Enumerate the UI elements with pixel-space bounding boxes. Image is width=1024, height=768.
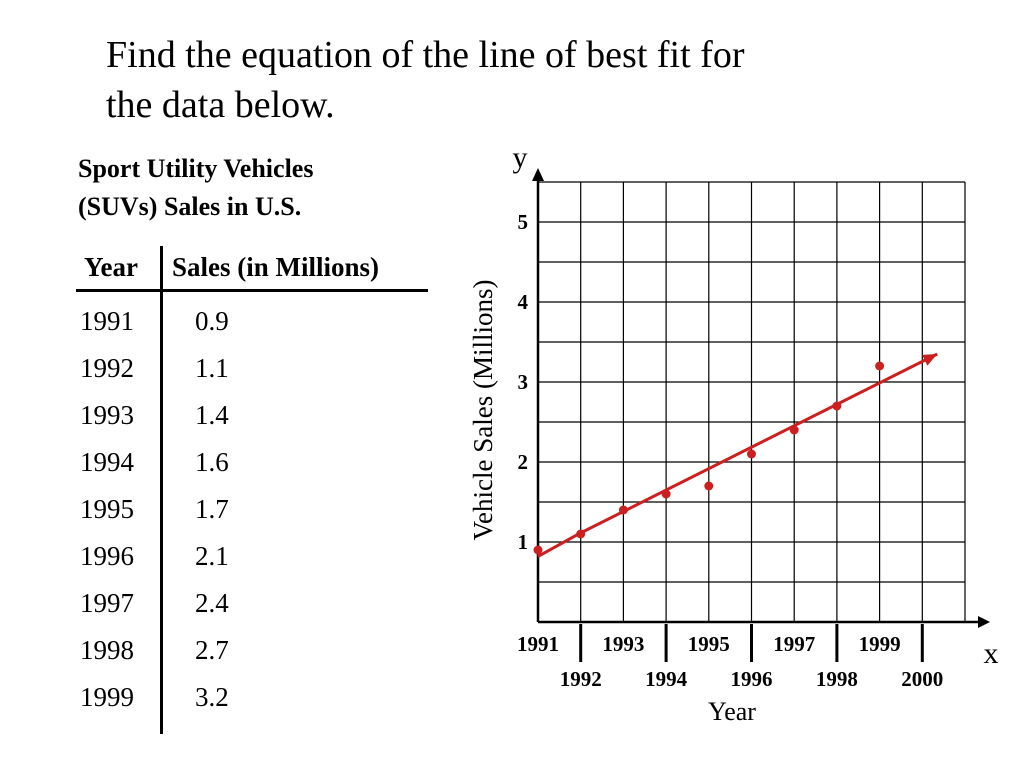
x-tick-label: 1991 [517, 632, 559, 656]
table-title: Sport Utility Vehicles (SUVs) Sales in U… [78, 150, 438, 226]
y-tick-label: 3 [518, 370, 529, 394]
problem-line-2: the data below. [106, 84, 335, 126]
data-point [747, 449, 756, 459]
data-point [789, 425, 799, 435]
x-axis-title: Year [708, 697, 756, 726]
table-header-sales: Sales (in Millions) [172, 252, 380, 282]
table-cell-year: 1992 [80, 353, 134, 383]
table-cell-sales: 0.9 [195, 306, 229, 336]
x-tick-label: 1998 [816, 667, 858, 691]
x-tick-label: 1996 [731, 667, 773, 691]
best-fit-arrow-icon [922, 354, 938, 366]
table-row: 1996 2.1 [80, 541, 280, 581]
y-tick-label: 2 [518, 450, 529, 474]
x-tick-label: 1999 [859, 632, 901, 656]
table-cell-year: 1995 [80, 494, 134, 524]
y-axis-arrow-icon [532, 168, 544, 181]
table-title-line-1: Sport Utility Vehicles [78, 154, 314, 183]
table-cell-year: 1996 [80, 541, 134, 571]
table-row: 1995 1.7 [80, 494, 280, 534]
x-tick-label: 1995 [688, 632, 730, 656]
table-cell-year: 1997 [80, 588, 134, 618]
table-cell-sales: 1.4 [195, 400, 229, 430]
best-fit-line [537, 352, 938, 558]
x-tick-label: 1993 [602, 632, 644, 656]
data-point [533, 545, 543, 555]
table-row: 1991 0.9 [80, 306, 280, 346]
data-point [875, 361, 885, 371]
table-cell-sales: 1.1 [195, 353, 229, 383]
table-row: 1997 2.4 [80, 588, 280, 628]
table-cell-year: 1998 [80, 635, 134, 665]
table-cell-sales: 1.6 [195, 447, 229, 477]
y-tick-label: 5 [518, 210, 529, 234]
table-header-year: Year [84, 252, 138, 282]
table-row: 1993 1.4 [80, 400, 280, 440]
data-point [661, 489, 671, 499]
data-point [832, 401, 842, 411]
table-title-line-2: (SUVs) Sales in U.S. [78, 192, 302, 221]
x-axis-letter: x [984, 637, 999, 670]
table-cell-year: 1993 [80, 400, 134, 430]
table-cell-year: 1994 [80, 447, 134, 477]
table-cell-sales: 2.7 [195, 635, 229, 665]
x-tick-label: 1992 [560, 667, 602, 691]
problem-statement: Find the equation of the line of best fi… [106, 30, 926, 130]
y-tick-label: 1 [518, 530, 529, 554]
x-tick-label: 1994 [645, 667, 688, 691]
table-cell-sales: 1.7 [195, 494, 229, 524]
data-point [704, 481, 714, 491]
table-cell-year: 1991 [80, 306, 134, 336]
x-tick-label: 2000 [901, 667, 943, 691]
y-tick-label: 4 [518, 290, 529, 314]
problem-line-1: Find the equation of the line of best fi… [106, 34, 745, 76]
data-point [576, 529, 586, 539]
table-cell-sales: 3.2 [195, 682, 229, 712]
table-cell-sales: 2.4 [195, 588, 229, 618]
table-row: 1992 1.1 [80, 353, 280, 393]
data-point [618, 505, 628, 515]
y-axis-letter: y [513, 141, 528, 174]
table-cell-sales: 2.1 [195, 541, 229, 571]
table-header-rule [76, 289, 428, 292]
table-cell-year: 1999 [80, 682, 134, 712]
table-row: 1999 3.2 [80, 682, 280, 722]
table-row: 1998 2.7 [80, 635, 280, 675]
table-row: 1994 1.6 [80, 447, 280, 487]
x-axis-arrow-icon [978, 616, 990, 628]
y-axis-title: Vehicle Sales (Millions) [468, 280, 498, 541]
x-tick-label: 1997 [773, 632, 815, 656]
table-column-rule [160, 246, 163, 734]
